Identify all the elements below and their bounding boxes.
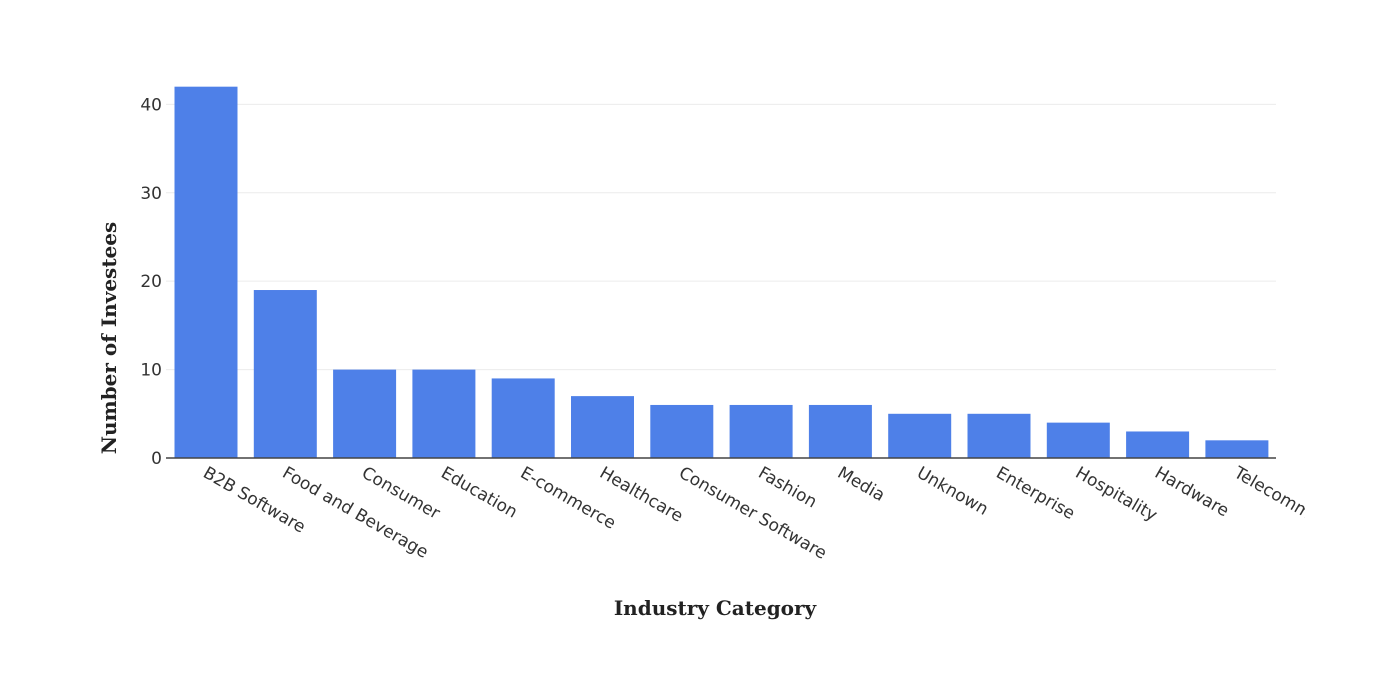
y-tick-label: 0 (151, 449, 162, 469)
y-axis-title: Number of Investees (97, 222, 121, 455)
x-tick-label: Food and Beverage (279, 463, 432, 563)
bar (253, 290, 317, 458)
x-tick-label: Unknown (913, 463, 991, 520)
y-tick-label: 30 (140, 184, 162, 204)
bar (650, 404, 714, 458)
bar (1205, 440, 1269, 458)
x-tick-label: Enterprise (993, 463, 1079, 524)
bar (491, 378, 555, 458)
x-tick-label: Telecomm (1230, 463, 1315, 524)
x-axis-title: Industry Category (614, 596, 818, 620)
x-tick-label: Hardware (1151, 463, 1232, 521)
x-tick-label: Fashion (755, 463, 821, 512)
y-axis-ticks: 0 10 20 30 40 (140, 95, 162, 469)
bars (174, 86, 1269, 458)
bar (412, 369, 476, 458)
bar (1126, 431, 1190, 458)
y-tick-label: 20 (140, 272, 162, 292)
x-tick-label: Consumer Software (675, 463, 830, 564)
bar (1046, 422, 1110, 458)
bar (888, 413, 952, 458)
bar (967, 413, 1031, 458)
bar (333, 369, 397, 458)
x-tick-label: Media (834, 463, 888, 506)
bar (571, 396, 634, 458)
bar (729, 404, 793, 458)
x-tick-label: Hospitality (1072, 463, 1161, 526)
x-tick-label: Education (437, 463, 520, 523)
y-tick-label: 10 (140, 361, 162, 381)
gridlines (166, 103, 1276, 371)
y-tick-label: 40 (140, 95, 162, 115)
bar (174, 86, 238, 458)
bar (808, 404, 872, 458)
